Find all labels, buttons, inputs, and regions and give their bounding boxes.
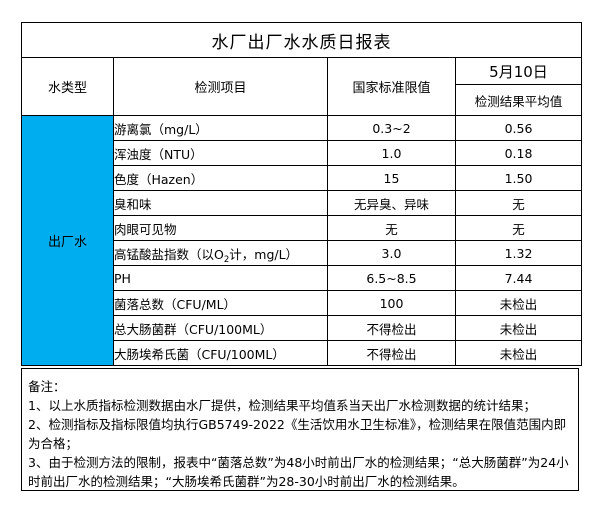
table-row: 色度（Hazen） 15 1.50 (22, 165, 582, 191)
test-result-cell: 1.50 (455, 165, 582, 191)
note-line-1: 1、以上水质指标检测数据由水厂提供，检测结果平均值系当天出厂水检测数据的统计结果… (28, 398, 536, 413)
test-item-cell: 菌落总数（CFU/ML） (113, 290, 328, 316)
table-row: 高锰酸盐指数（以O2计，mg/L） 3.0 1.32 (22, 240, 582, 266)
test-item-cell: 色度（Hazen） (113, 165, 328, 191)
standard-limit-cell: 不得检出 (327, 315, 456, 341)
test-result-cell: 1.32 (455, 240, 582, 266)
test-result-cell: 无 (455, 190, 582, 216)
water-quality-report-table: 水厂出厂水水质日报表 水类型 检测项目 国家标准限值 5月10日 检测结果平均值… (21, 22, 582, 366)
test-item-cell: 总大肠菌群（CFU/100ML） (113, 315, 328, 341)
notes-box: 备注： 1、以上水质指标检测数据由水厂提供，检测结果平均值系当天出厂水检测数据的… (21, 368, 579, 491)
test-result-cell: 未检出 (455, 290, 582, 316)
table-row: 大肠埃希氏菌（CFU/100ML） 不得检出 未检出 (22, 340, 582, 366)
report-table-container: 水厂出厂水水质日报表 水类型 检测项目 国家标准限值 5月10日 检测结果平均值… (21, 22, 582, 366)
header-national-standard: 国家标准限值 (327, 57, 456, 116)
test-result-cell: 0.56 (455, 115, 582, 141)
header-water-type: 水类型 (21, 57, 114, 116)
standard-limit-cell: 1.0 (327, 140, 456, 166)
standard-limit-cell: 不得检出 (327, 340, 456, 366)
table-row: 浑浊度（NTU） 1.0 0.18 (22, 140, 582, 166)
header-test-item: 检测项目 (113, 57, 328, 116)
standard-limit-cell: 100 (327, 290, 456, 316)
table-row: 出厂水 游离氯（mg/L） 0.3~2 0.56 (21, 115, 582, 366)
standard-limit-cell: 无异臭、异味 (327, 190, 456, 216)
test-result-cell: 无 (455, 215, 582, 241)
test-item-cell: 高锰酸盐指数（以O2计，mg/L） (113, 240, 328, 266)
header-row-top: 水类型 检测项目 国家标准限值 5月10日 (21, 57, 582, 116)
table-row: 肉眼可见物无无 (22, 215, 582, 241)
header-row-sub: 检测结果平均值 (22, 84, 582, 116)
table-row: PH 6.5~8.5 7.44 (22, 265, 582, 291)
report-table-body: 水厂出厂水水质日报表 水类型 检测项目 国家标准限值 5月10日 检测结果平均值… (21, 22, 582, 366)
water-type-value: 出厂水 (21, 115, 114, 366)
standard-limit-cell: 0.3~2 (327, 115, 456, 141)
table-row: 臭和味 无异臭、异味无 (22, 190, 582, 216)
note-line-2: 2、检测指标及指标限值均执行GB5749-2022《生活饮用水卫生标准》，检测结… (28, 417, 567, 451)
test-item-cell: 肉眼可见物 (113, 215, 328, 241)
notes-label: 备注： (28, 379, 66, 394)
test-result-cell: 7.44 (455, 265, 582, 291)
title-row: 水厂出厂水水质日报表 (21, 22, 582, 58)
test-item-cell: 浑浊度（NTU） (113, 140, 328, 166)
standard-limit-cell: 3.0 (327, 240, 456, 266)
test-item-cell: 游离氯（mg/L） (113, 115, 328, 141)
table-row: 菌落总数（CFU/ML） 100 未检出 (22, 290, 582, 316)
page-title: 水厂出厂水水质日报表 (21, 22, 582, 58)
standard-limit-cell: 无 (327, 215, 456, 241)
standard-limit-cell: 6.5~8.5 (327, 265, 456, 291)
test-item-cell: 大肠埃希氏菌（CFU/100ML） (113, 340, 328, 366)
test-result-cell: 未检出 (455, 340, 582, 366)
standard-limit-cell: 15 (327, 165, 456, 191)
header-result-average: 检测结果平均值 (455, 84, 582, 116)
header-report-date: 5月10日 (455, 57, 582, 85)
test-result-cell: 未检出 (455, 315, 582, 341)
test-result-cell: 0.18 (455, 140, 582, 166)
note-line-3: 3、由于检测方法的限制，报表中“菌落总数”为48小时前出厂水的检测结果；“总大肠… (28, 455, 569, 489)
test-item-cell: PH (113, 265, 328, 291)
test-item-cell: 臭和味 (113, 190, 328, 216)
